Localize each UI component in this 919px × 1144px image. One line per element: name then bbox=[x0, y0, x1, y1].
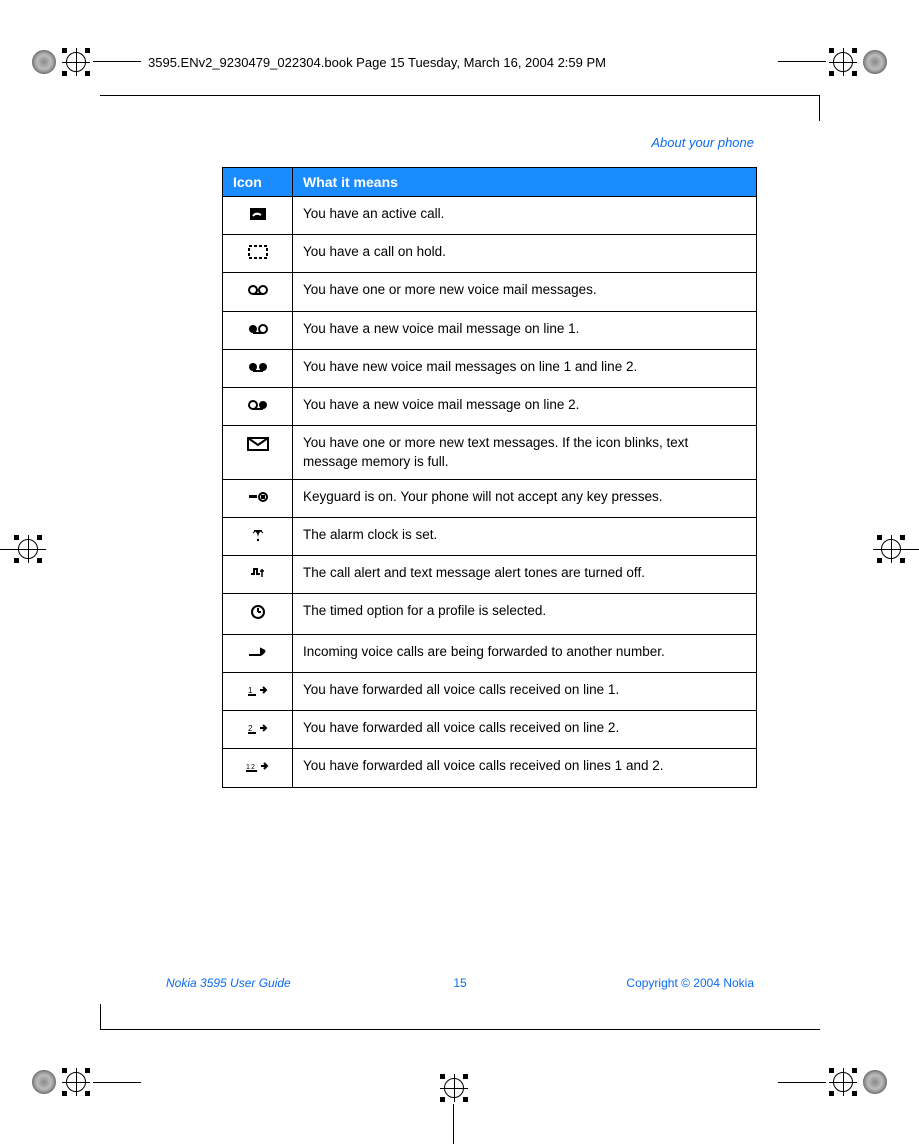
footer-left: Nokia 3595 User Guide bbox=[166, 976, 291, 990]
crop-line bbox=[0, 549, 46, 550]
call-hold-icon bbox=[223, 235, 293, 273]
crop-line bbox=[778, 61, 826, 62]
crop-line bbox=[453, 1104, 454, 1144]
alarm-icon bbox=[223, 517, 293, 555]
icon-meaning-table: Icon What it means You have an active ca… bbox=[222, 167, 757, 788]
table-row: The timed option for a profile is select… bbox=[223, 594, 757, 634]
icon-meaning-text: You have a new voice mail message on lin… bbox=[293, 311, 757, 349]
keyguard-icon bbox=[223, 479, 293, 517]
forward-icon bbox=[223, 634, 293, 672]
table-row: 12You have forwarded all voice calls rec… bbox=[223, 749, 757, 787]
table-row: You have one or more new text messages. … bbox=[223, 426, 757, 479]
icon-meaning-text: The call alert and text message alert to… bbox=[293, 556, 757, 594]
table-row: Incoming voice calls are being forwarded… bbox=[223, 634, 757, 672]
icon-meaning-text: You have new voice mail messages on line… bbox=[293, 349, 757, 387]
table-header-icon: Icon bbox=[223, 168, 293, 197]
icon-meaning-text: You have one or more new voice mail mess… bbox=[293, 273, 757, 311]
icon-meaning-text: You have forwarded all voice calls recei… bbox=[293, 749, 757, 787]
table-row: 1 You have forwarded all voice calls rece… bbox=[223, 672, 757, 710]
timed-profile-icon bbox=[223, 594, 293, 634]
crop-line bbox=[873, 549, 919, 550]
icon-meaning-text: You have forwarded all voice calls recei… bbox=[293, 711, 757, 749]
svg-text:2: 2 bbox=[248, 724, 253, 733]
icon-meaning-text: You have forwarded all voice calls recei… bbox=[293, 672, 757, 710]
table-header-meaning: What it means bbox=[293, 168, 757, 197]
text-msg-icon bbox=[223, 426, 293, 479]
forward-l2-icon: 2 bbox=[223, 711, 293, 749]
reg-mark-top-right bbox=[829, 48, 887, 76]
print-header: 3595.ENv2_9230479_022304.book Page 15 Tu… bbox=[148, 55, 606, 70]
forward-l1l2-icon: 12 bbox=[223, 749, 293, 787]
icon-meaning-text: You have one or more new text messages. … bbox=[293, 426, 757, 479]
table-row: You have a call on hold. bbox=[223, 235, 757, 273]
forward-l1-icon: 1 bbox=[223, 672, 293, 710]
icon-meaning-text: The timed option for a profile is select… bbox=[293, 594, 757, 634]
page-content: About your phone Icon What it means You … bbox=[100, 95, 820, 1030]
icon-meaning-text: Keyguard is on. Your phone will not acce… bbox=[293, 479, 757, 517]
icon-meaning-text: You have a call on hold. bbox=[293, 235, 757, 273]
page-footer: Nokia 3595 User Guide 15 Copyright © 200… bbox=[166, 976, 754, 990]
table-row: You have one or more new voice mail mess… bbox=[223, 273, 757, 311]
icon-meaning-text: You have an active call. bbox=[293, 197, 757, 235]
reg-mark-bottom-center bbox=[440, 1074, 468, 1102]
crop-line bbox=[778, 1082, 826, 1083]
reg-mark-bottom-right bbox=[829, 1068, 887, 1096]
voicemail-l2-icon bbox=[223, 388, 293, 426]
active-call-icon bbox=[223, 197, 293, 235]
icon-meaning-text: The alarm clock is set. bbox=[293, 517, 757, 555]
svg-text:1: 1 bbox=[246, 764, 250, 771]
icon-meaning-text: Incoming voice calls are being forwarded… bbox=[293, 634, 757, 672]
silent-icon bbox=[223, 556, 293, 594]
voicemail-l1-icon bbox=[223, 311, 293, 349]
voicemail-icon bbox=[223, 273, 293, 311]
reg-mark-top-left bbox=[32, 48, 90, 76]
table-row: 2 You have forwarded all voice calls rece… bbox=[223, 711, 757, 749]
section-title: About your phone bbox=[651, 135, 754, 150]
table-row: The call alert and text message alert to… bbox=[223, 556, 757, 594]
table-row: You have a new voice mail message on lin… bbox=[223, 311, 757, 349]
reg-mark-bottom-left bbox=[32, 1068, 90, 1096]
crop-line bbox=[93, 1082, 141, 1083]
crop-line bbox=[93, 61, 141, 62]
icon-meaning-text: You have a new voice mail message on lin… bbox=[293, 388, 757, 426]
table-row: You have a new voice mail message on lin… bbox=[223, 388, 757, 426]
table-row: Keyguard is on. Your phone will not acce… bbox=[223, 479, 757, 517]
footer-page-number: 15 bbox=[453, 976, 466, 990]
footer-right: Copyright © 2004 Nokia bbox=[626, 976, 754, 990]
svg-text:2: 2 bbox=[251, 764, 255, 771]
table-row: The alarm clock is set. bbox=[223, 517, 757, 555]
table-row: You have new voice mail messages on line… bbox=[223, 349, 757, 387]
svg-text:1: 1 bbox=[248, 686, 253, 695]
voicemail-l1l2-icon bbox=[223, 349, 293, 387]
table-row: You have an active call. bbox=[223, 197, 757, 235]
